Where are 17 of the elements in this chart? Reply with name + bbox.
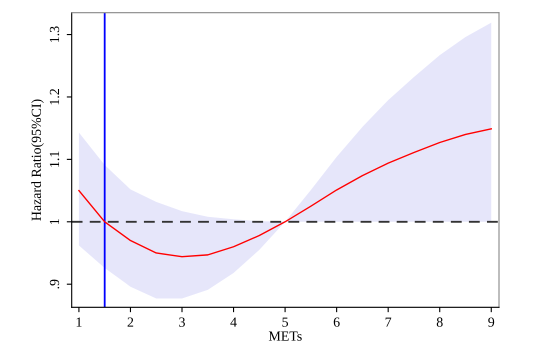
x-tick-label: 5 [282, 318, 288, 327]
y-tick-label: 1.3 [50, 26, 60, 42]
y-axis-title: Hazard Ratio(95%CI) [31, 99, 44, 221]
y-tick-label: 1 [50, 219, 60, 224]
x-tick-label: 1 [76, 317, 82, 327]
x-tick-label: 7 [386, 318, 392, 327]
line-series [78, 128, 492, 258]
x-tick-label: 2 [128, 317, 134, 327]
x-tick-label: 3 [179, 317, 185, 327]
y-tick-label: .9 [50, 280, 60, 288]
x-axis-title: METs [268, 332, 302, 341]
x-tick-label: 9 [488, 317, 494, 327]
x-tick-label: 4 [230, 318, 237, 327]
y-tick-label: 1.2 [50, 89, 60, 104]
x-tick-label: 6 [334, 317, 340, 327]
y-tick-label: 1.1 [50, 152, 60, 167]
x-tick-label: 8 [436, 317, 443, 327]
